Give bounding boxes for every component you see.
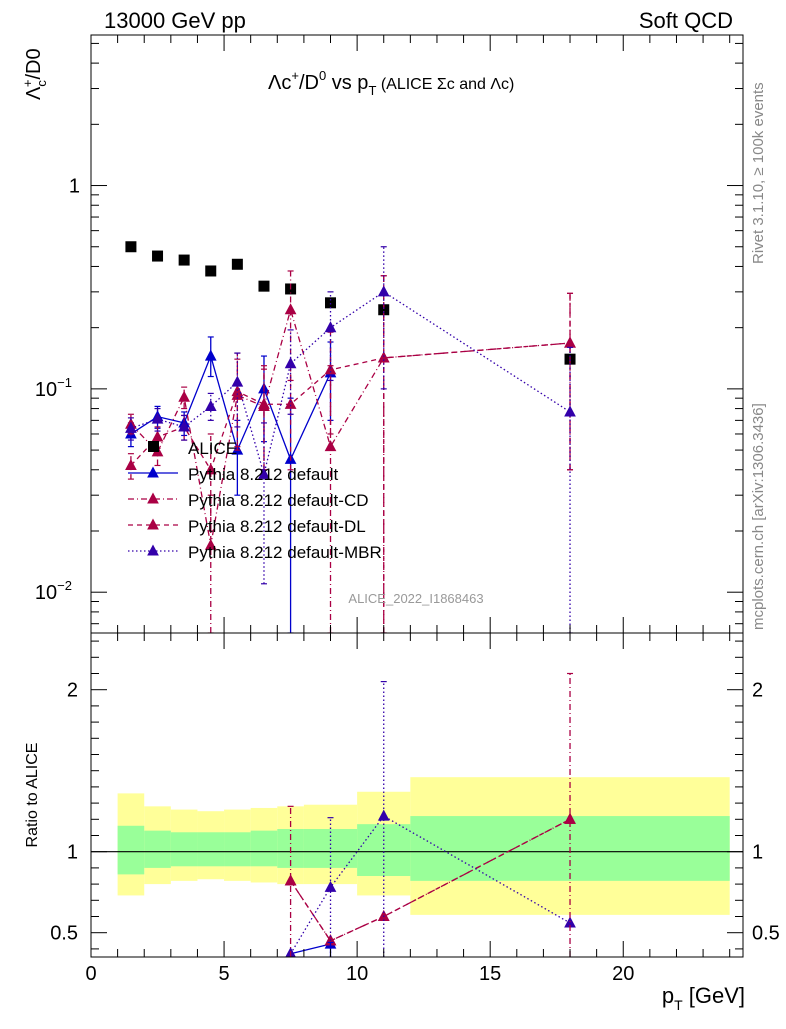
legend-entry: Pythia 8.212 default-DL	[128, 517, 366, 536]
svg-text:Λc+/D0: Λc+/D0	[20, 48, 49, 100]
data-point	[258, 280, 270, 292]
legend-marker	[147, 466, 159, 478]
data-point	[152, 250, 164, 262]
ratio-point	[324, 880, 337, 892]
series-line	[130, 307, 571, 546]
x-tick-label: 20	[612, 963, 634, 985]
data-point	[151, 430, 164, 442]
legend-entry: Pythia 8.212 default	[128, 465, 339, 484]
chart-title: Λc+/D0 vs pT (ALICE Σc and Λc)	[268, 68, 514, 98]
data-point	[324, 440, 337, 452]
data-point	[204, 399, 217, 411]
data-point	[377, 351, 390, 363]
data-point	[151, 412, 164, 424]
ratio-y-tick-label: 2	[67, 680, 78, 702]
data-point	[178, 254, 190, 266]
y-tick-label: 10−2	[35, 578, 72, 604]
y-tick-label: 10−1	[35, 375, 72, 401]
legend-label: Pythia 8.212 default-CD	[188, 491, 369, 510]
data-point	[284, 357, 297, 369]
rivet-label: Rivet 3.1.10, ≥ 100k events	[750, 82, 767, 264]
data-point	[125, 458, 137, 471]
data-point	[258, 397, 270, 409]
series-line	[130, 291, 571, 477]
data-point	[204, 463, 217, 475]
ratio-plot-frame	[90, 632, 744, 958]
series-line	[130, 354, 332, 462]
legend-marker	[148, 441, 159, 452]
data-point	[284, 397, 297, 409]
series-1	[125, 336, 337, 633]
ratio-y-label: Ratio to ALICE	[24, 743, 41, 848]
ratio-band-inner	[250, 830, 278, 867]
data-point	[377, 285, 390, 297]
ratio-y-tick-label: 0.5	[50, 923, 78, 945]
ratio-band-inner	[224, 832, 251, 867]
legend-marker	[147, 518, 159, 530]
data-point	[125, 241, 137, 253]
x-axis-label: pT [GeV]	[662, 983, 745, 1013]
analysis-label: ALICE_2022_I1868463	[348, 591, 483, 606]
legend-label: Pythia 8.212 default-MBR	[188, 543, 382, 562]
ratio-y-tick-label: 1	[67, 842, 78, 864]
bands-layer	[91, 777, 743, 915]
legend-label: ALICE	[188, 439, 237, 458]
ratio-y-tick-label: 0.5	[752, 923, 780, 945]
x-tick-label: 10	[346, 963, 368, 985]
data-point	[125, 421, 137, 433]
ratio-band-inner	[170, 832, 198, 867]
data-point	[178, 420, 190, 432]
x-tick-label: 5	[218, 963, 229, 985]
data-point	[325, 297, 337, 309]
ratio-point	[284, 874, 297, 886]
legend-marker	[147, 492, 159, 504]
ratio-band-inner	[117, 825, 145, 875]
ratio-line	[290, 818, 571, 942]
legend-label: Pythia 8.212 default	[188, 465, 339, 484]
ratio-point	[564, 916, 576, 928]
y-axis-label: Λc+/D0	[20, 48, 49, 100]
legend-label: Pythia 8.212 default-DL	[188, 517, 366, 536]
header-right: Soft QCD	[639, 8, 733, 33]
x-tick-label: 0	[85, 963, 96, 985]
data-point	[324, 363, 337, 375]
legend-entry: Pythia 8.212 default-CD	[128, 491, 369, 510]
ratio-y-tick-label: 1	[752, 842, 763, 864]
data-point	[378, 304, 390, 316]
ratio-band-inner	[144, 830, 171, 868]
legend: ALICE Pythia 8.212 default Pythia 8.212 de…	[128, 439, 382, 562]
data-point	[258, 467, 270, 479]
data-point	[231, 258, 243, 270]
data-point	[178, 390, 190, 402]
legend-marker	[147, 544, 159, 556]
ratio-series-3	[285, 809, 576, 957]
data-point	[205, 265, 217, 277]
data-point	[231, 375, 244, 387]
legend-entry: ALICE	[148, 439, 237, 458]
data-point	[324, 321, 337, 333]
ratio-point	[377, 809, 390, 821]
data-point	[204, 538, 217, 550]
data-point	[564, 336, 576, 348]
data-point	[284, 303, 297, 315]
mcplots-label: mcplots.cern.ch [arXiv:1306.3436]	[750, 403, 767, 630]
ratio-line	[290, 943, 331, 955]
main-plot	[125, 241, 576, 633]
ratio-band-inner	[197, 832, 225, 867]
axes-layer: 10−210−110 5 10 15 200.5 0.51 12 2	[35, 35, 780, 985]
data-point	[204, 349, 217, 361]
y-tick-label: 1	[69, 176, 80, 198]
series-line	[130, 342, 571, 472]
series-4	[125, 246, 576, 633]
header-left: 13000 GeV pp	[104, 8, 246, 33]
legend-entry: Pythia 8.212 default-MBR	[128, 543, 382, 562]
ratio-y-tick-label: 2	[752, 680, 763, 702]
series-0	[125, 241, 576, 365]
ratio-point	[564, 812, 576, 824]
x-tick-label: 15	[479, 963, 501, 985]
data-point	[564, 405, 576, 417]
